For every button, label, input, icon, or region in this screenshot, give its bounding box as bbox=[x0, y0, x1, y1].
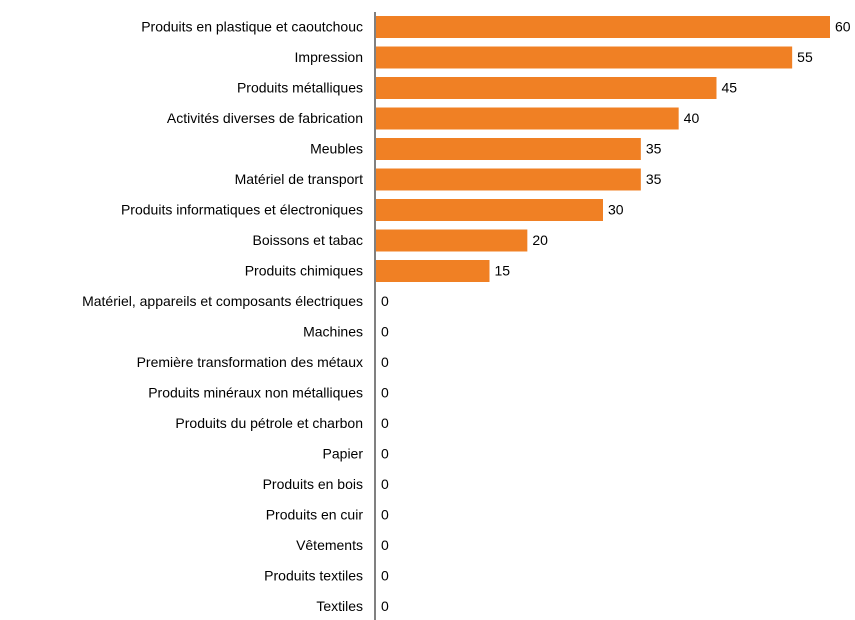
value-label: 0 bbox=[381, 446, 389, 462]
value-label: 0 bbox=[381, 324, 389, 340]
value-label: 0 bbox=[381, 385, 389, 401]
bar bbox=[376, 229, 528, 252]
bar bbox=[376, 260, 490, 282]
value-label: 45 bbox=[722, 80, 738, 96]
value-label: 0 bbox=[381, 354, 389, 370]
category-label: Produits du pétrole et charbon bbox=[175, 415, 363, 431]
value-label: 55 bbox=[797, 49, 813, 65]
category-label: Meubles bbox=[310, 141, 363, 157]
bar bbox=[376, 77, 717, 99]
category-label: Vêtements bbox=[296, 537, 363, 553]
category-label: Papier bbox=[323, 446, 364, 462]
category-label: Produits chimiques bbox=[245, 263, 363, 279]
value-label: 30 bbox=[608, 202, 624, 218]
category-label: Matériel, appareils et composants électr… bbox=[82, 293, 363, 309]
bar bbox=[376, 107, 679, 130]
value-label: 60 bbox=[835, 19, 851, 35]
category-label: Impression bbox=[295, 49, 363, 65]
category-label: Produits minéraux non métalliques bbox=[148, 385, 363, 401]
bar bbox=[376, 138, 641, 160]
value-label: 35 bbox=[646, 141, 662, 157]
category-label: Produits textiles bbox=[264, 568, 363, 584]
value-label: 0 bbox=[381, 537, 389, 553]
value-label: 0 bbox=[381, 568, 389, 584]
category-label: Matériel de transport bbox=[235, 171, 364, 187]
value-label: 40 bbox=[684, 110, 700, 126]
value-label: 35 bbox=[646, 171, 662, 187]
category-label: Produits en cuir bbox=[266, 507, 364, 523]
category-label: Machines bbox=[303, 324, 363, 340]
value-label: 15 bbox=[495, 263, 511, 279]
bar bbox=[376, 16, 830, 38]
category-label: Boissons et tabac bbox=[252, 232, 363, 248]
bar bbox=[376, 168, 641, 191]
category-label: Activités diverses de fabrication bbox=[167, 110, 363, 126]
value-label: 0 bbox=[381, 598, 389, 614]
category-label: Produits métalliques bbox=[237, 80, 363, 96]
value-label: 0 bbox=[381, 476, 389, 492]
bar bbox=[376, 199, 603, 221]
category-label: Textiles bbox=[316, 598, 363, 614]
category-label: Produits en bois bbox=[263, 476, 363, 492]
category-label: Première transformation des métaux bbox=[137, 354, 363, 370]
value-label: 0 bbox=[381, 507, 389, 523]
bar bbox=[376, 46, 793, 69]
value-label: 0 bbox=[381, 293, 389, 309]
category-label: Produits en plastique et caoutchouc bbox=[141, 19, 363, 35]
value-label: 0 bbox=[381, 415, 389, 431]
category-label: Produits informatiques et électroniques bbox=[121, 202, 363, 218]
value-label: 20 bbox=[532, 232, 548, 248]
